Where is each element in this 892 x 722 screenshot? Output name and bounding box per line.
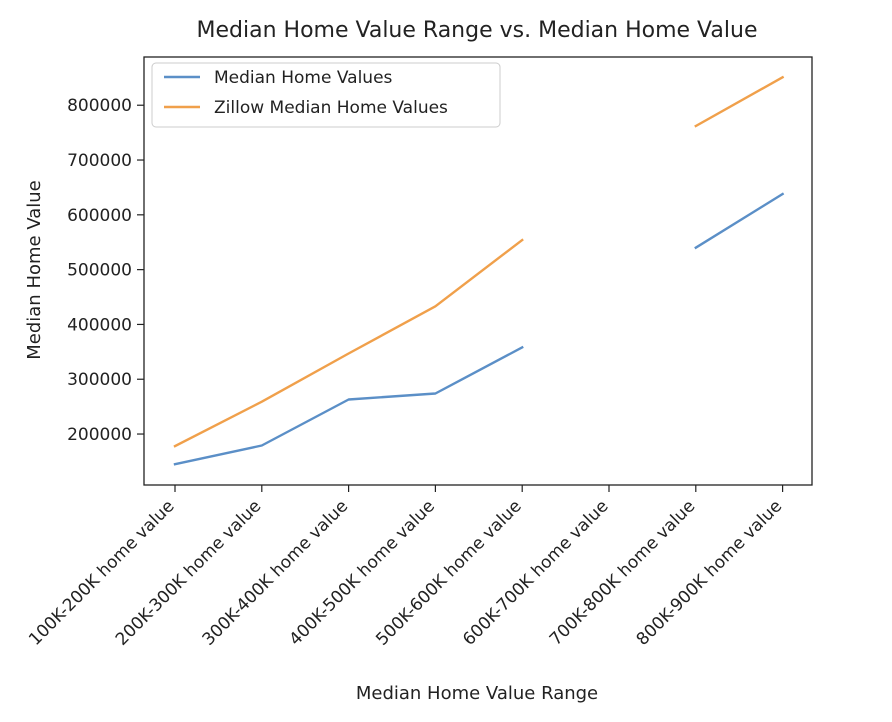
legend-label-2: Zillow Median Home Values <box>214 98 448 118</box>
x-tick-label: 400K-500K home value <box>286 496 439 649</box>
y-tick-label: 600000 <box>67 206 132 226</box>
x-tick-label: 500K-600K home value <box>372 496 525 649</box>
y-tick-label: 500000 <box>67 261 132 281</box>
x-tick-label: 600K-700K home value <box>459 496 612 649</box>
x-tick-label: 700K-800K home value <box>546 496 699 649</box>
y-axis-label: Median Home Value <box>24 180 45 360</box>
series-line-1-segment-2 <box>696 194 783 248</box>
x-tick-label: 100K-200K home value <box>25 496 178 649</box>
y-tick-label: 400000 <box>67 315 132 335</box>
x-tick-label: 300K-400K home value <box>199 496 352 649</box>
y-tick-label: 700000 <box>67 151 132 171</box>
x-tick-label: 800K-900K home value <box>633 496 786 649</box>
legend-label-1: Median Home Values <box>214 68 393 88</box>
y-tick-label: 300000 <box>67 370 132 390</box>
x-tick-label: 200K-300K home value <box>112 496 265 649</box>
series-line-2-segment-2 <box>696 77 783 126</box>
series-line-1-segment-1 <box>175 347 522 464</box>
series-line-2-segment-1 <box>175 240 522 446</box>
y-tick-label: 800000 <box>67 96 132 116</box>
chart-title: Median Home Value Range vs. Median Home … <box>197 18 758 43</box>
y-tick-label: 200000 <box>67 425 132 445</box>
x-axis-label: Median Home Value Range <box>356 683 598 704</box>
